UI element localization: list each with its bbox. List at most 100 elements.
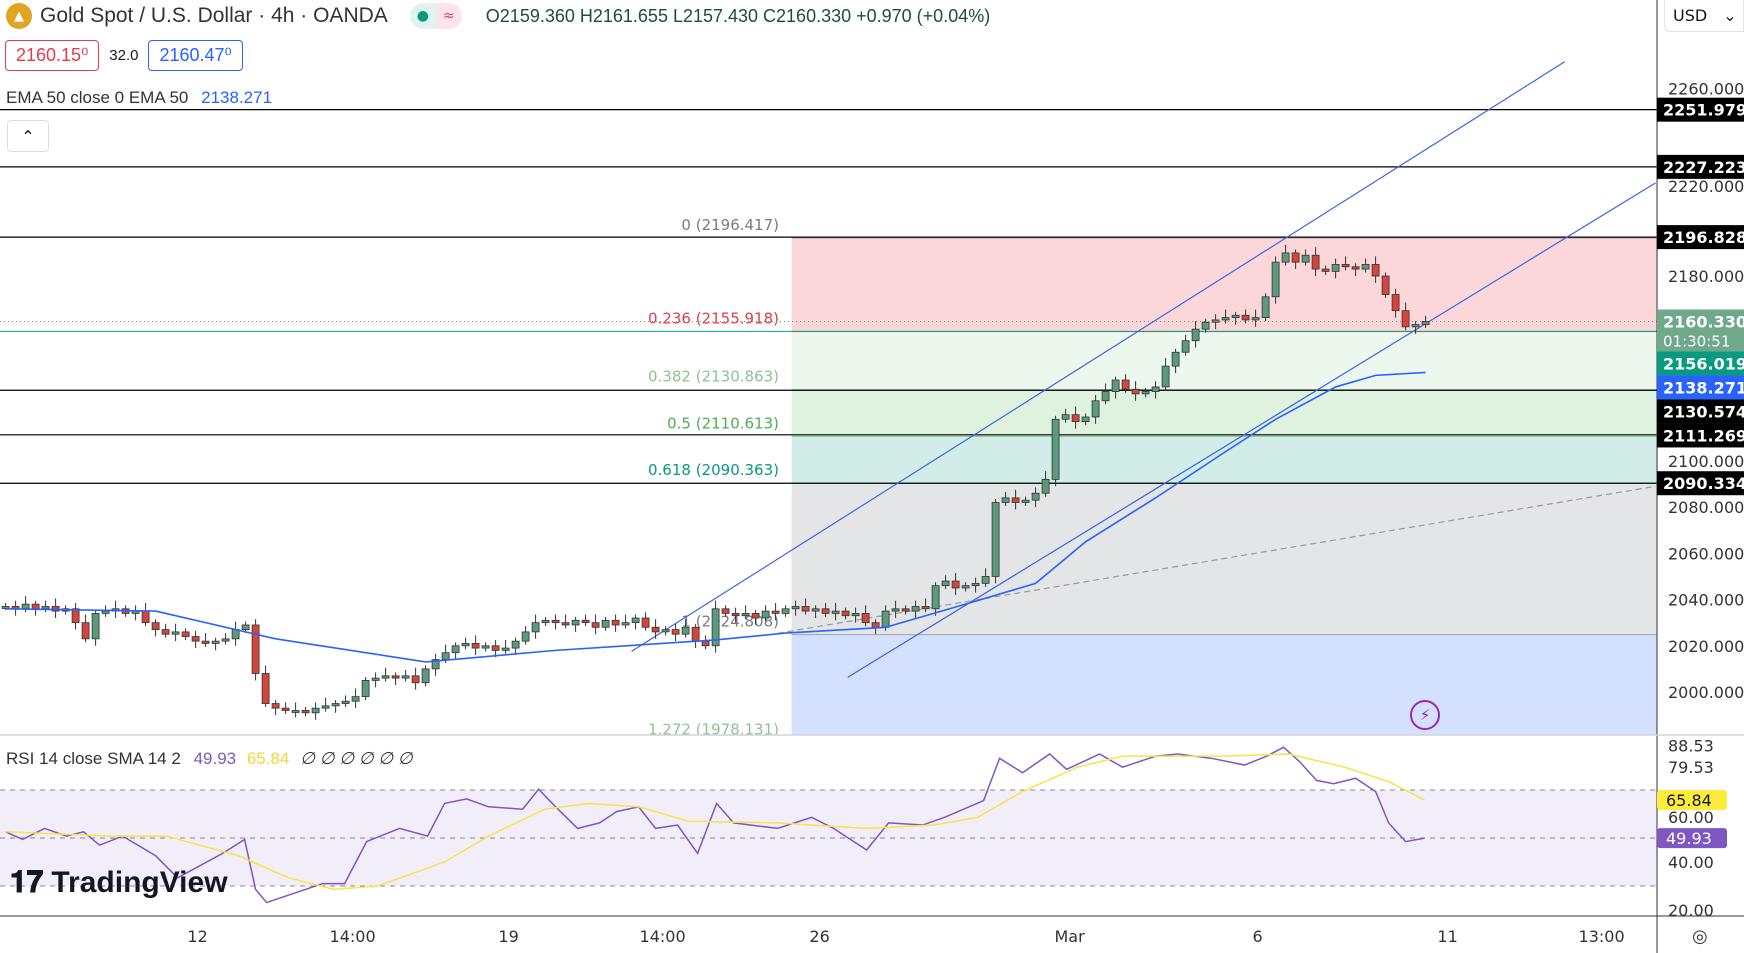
candle-body [971,582,980,587]
symbol-header: ▲ Gold Spot / U.S. Dollar · 4h · OANDA ●… [6,2,990,30]
candle [1071,406,1080,429]
price-label: 2196.828 [1663,228,1744,247]
time-tick-label: 19 [498,927,518,946]
candle [251,619,260,681]
candle [691,623,700,649]
price-tick-label: 2100.000 [1668,452,1744,471]
candle-body [751,613,760,619]
price-tick-label: 2040.000 [1668,591,1744,610]
price-tick-label: 2080.000 [1668,498,1744,517]
candle [271,700,280,716]
candle [721,605,730,617]
candle-body [1421,321,1430,325]
candle-body [961,585,970,589]
price-label-box [1657,399,1744,424]
candle-body [101,610,110,614]
candle-body [781,608,790,614]
buy-button[interactable]: 2160.47⁰ [148,40,243,71]
tradingview-watermark: 𝟏𝟕 TradingView [10,866,228,900]
spread-value: 32.0 [109,47,139,64]
ema-value: 2138.271 [201,88,273,107]
candle-body [411,675,420,684]
candle-body [711,608,720,647]
time-tick-label: 6 [1253,927,1263,946]
price-label: 2130.574 [1663,402,1744,421]
candle-body [901,608,910,612]
candle [1271,256,1280,304]
candle [161,623,170,638]
sell-button[interactable]: 2160.15⁰ [5,40,100,71]
candle [531,614,540,639]
price-tick-label: 2220.000 [1668,177,1744,196]
time-tick-label: 14:00 [330,927,376,946]
candle-body [301,710,310,714]
candle-body [1331,264,1340,272]
market-status[interactable]: ● ≈ [409,3,462,29]
candle [1151,381,1160,399]
price-tick-label: 2060.000 [1668,544,1744,563]
ema-line [5,371,1426,663]
rsi-value-label: 49.93 [1666,829,1712,848]
candle-body [161,629,170,635]
rsi-tick-label: 79.53 [1668,758,1714,777]
candle-body [651,626,660,633]
candle-body [621,622,630,626]
symbol-title[interactable]: Gold Spot / U.S. Dollar · 4h · OANDA [40,4,388,27]
rsi-label: RSI 14 close SMA 14 2 [6,749,181,768]
currency-selector[interactable]: USD ⌄ [1664,0,1744,32]
collapse-legend-button[interactable]: ⌃ [7,120,49,152]
candle [1321,265,1330,275]
candle [1241,309,1250,324]
candle [421,665,430,687]
candle-body [1411,324,1420,328]
candle [1301,249,1310,266]
price-tick-label: 2180.000 [1668,267,1744,286]
candle-body [151,622,160,630]
candle [41,600,50,613]
candle-body [761,610,770,619]
rsi-legend[interactable]: RSI 14 close SMA 14 2 49.93 65.84 ∅ ∅ ∅ … [6,749,413,769]
candle-body [1191,328,1200,342]
candle [581,614,590,627]
candle [1041,471,1050,497]
candle-body [361,680,370,698]
candle-body [1221,317,1230,321]
candle-body [1281,252,1290,263]
candle-body [1271,261,1280,298]
price-label: 2251.979 [1663,101,1744,120]
candle-body [881,610,890,628]
candle-body [321,705,330,709]
candle [971,577,980,593]
candle-body [291,710,300,713]
candle-body [591,622,600,628]
candle [1051,415,1060,487]
candle [401,670,410,682]
candle-body [811,608,820,612]
ema-legend[interactable]: EMA 50 close 0 EMA 50 2138.271 [6,88,272,108]
time-tick-label: 12 [187,927,207,946]
candle-body [401,675,410,679]
candle [501,639,510,654]
candle [301,707,310,717]
candle [911,600,920,619]
candle-body [1181,340,1190,353]
lightning-icon[interactable]: ⚡ [1410,700,1440,730]
ema-label: EMA 50 close 0 EMA 50 [6,88,189,107]
candle [491,639,500,658]
price-label: 2156.019 [1663,354,1744,373]
candle-body [1121,379,1130,390]
currency-label: USD [1673,6,1708,25]
candle [131,605,140,621]
rsi-extra-values: ∅ ∅ ∅ ∅ ∅ ∅ [300,749,413,768]
candle-body [831,610,840,614]
time-tick-label: 14:00 [640,927,686,946]
eye-icon[interactable]: ◎ [1692,926,1708,947]
candle-body [1101,391,1110,402]
quote-row: 2160.15⁰ 32.0 2160.47⁰ [5,40,243,71]
candle [951,572,960,595]
candle [1161,358,1170,391]
rsi-band [0,790,1657,886]
candle-body [931,585,940,610]
candle [481,642,490,652]
